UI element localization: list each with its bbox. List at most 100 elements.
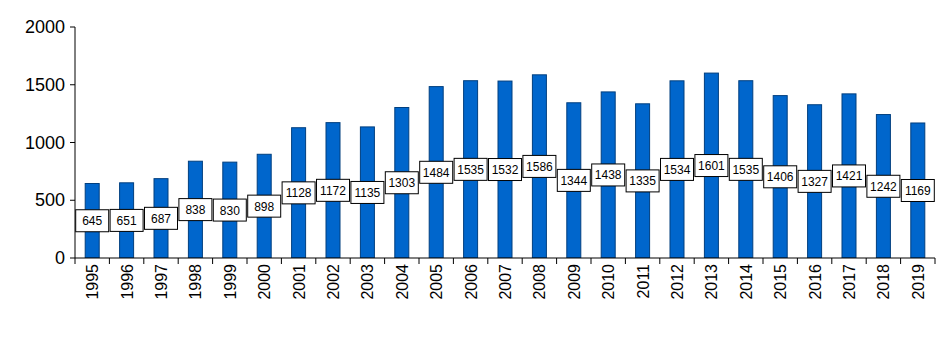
x-tick-label: 2002 xyxy=(325,264,342,300)
x-tick-label: 2014 xyxy=(738,264,755,300)
data-label-box xyxy=(385,172,418,194)
x-tick xyxy=(763,258,764,264)
y-tick xyxy=(70,258,75,259)
y-tick-label: 0 xyxy=(55,248,65,268)
data-label-box xyxy=(523,155,556,177)
y-tick-label: 2000 xyxy=(25,17,65,37)
data-label: 1135 xyxy=(354,186,380,200)
data-label-box xyxy=(179,199,212,221)
data-label-box xyxy=(282,182,315,204)
x-tick-label: 2004 xyxy=(394,264,411,300)
x-axis xyxy=(75,258,935,259)
data-label: 1535 xyxy=(732,163,759,177)
y-tick-label: 500 xyxy=(35,190,65,210)
x-tick xyxy=(143,258,144,264)
x-tick xyxy=(694,258,695,264)
x-tick xyxy=(625,258,626,264)
x-tick xyxy=(831,258,832,264)
data-label-box xyxy=(351,181,384,203)
data-label: 1535 xyxy=(457,163,484,177)
data-label-box xyxy=(764,166,797,188)
x-tick-label: 2015 xyxy=(772,264,789,300)
y-tick-label: 1500 xyxy=(25,75,65,95)
data-label-box xyxy=(798,170,831,192)
y-tick xyxy=(70,142,75,143)
y-tick-label: 1000 xyxy=(25,133,65,153)
data-label: 1532 xyxy=(492,163,519,177)
x-tick-label: 2001 xyxy=(291,264,308,300)
x-tick xyxy=(659,258,660,264)
data-label: 1484 xyxy=(423,166,450,180)
x-tick-label: 2013 xyxy=(703,264,720,300)
x-tick xyxy=(866,258,867,264)
data-label-box xyxy=(729,158,762,180)
x-tick xyxy=(728,258,729,264)
data-label: 1327 xyxy=(801,175,828,189)
chart: 0500100015002000199519961997199819992000… xyxy=(0,0,945,340)
x-tick xyxy=(384,258,385,264)
x-tick-label: 2011 xyxy=(635,264,652,299)
data-label: 1586 xyxy=(526,160,553,174)
data-label: 1303 xyxy=(388,176,415,190)
x-tick-label: 2008 xyxy=(531,264,548,300)
data-label-box xyxy=(145,207,178,229)
data-label: 651 xyxy=(117,214,137,228)
x-tick-label: 2000 xyxy=(256,264,273,300)
data-label: 838 xyxy=(185,203,205,217)
x-tick xyxy=(522,258,523,264)
data-label: 898 xyxy=(254,200,274,214)
data-label-box xyxy=(901,179,934,201)
x-tick xyxy=(212,258,213,264)
data-label-box xyxy=(248,195,281,217)
data-label: 1421 xyxy=(836,169,863,183)
x-tick-label: 2006 xyxy=(463,264,480,300)
x-tick-label: 1999 xyxy=(222,264,239,300)
x-tick xyxy=(178,258,179,264)
x-tick xyxy=(247,258,248,264)
x-tick-label: 2005 xyxy=(428,264,445,300)
data-label-box xyxy=(489,159,522,181)
data-label-box xyxy=(626,170,659,192)
x-tick-label: 1995 xyxy=(84,264,101,300)
data-label: 1128 xyxy=(286,186,312,200)
data-label: 1534 xyxy=(664,163,691,177)
data-label-box xyxy=(454,158,487,180)
x-tick xyxy=(453,258,454,264)
x-tick-label: 2016 xyxy=(807,264,824,300)
data-label: 687 xyxy=(151,212,171,226)
x-tick-label: 2007 xyxy=(497,264,514,300)
x-tick xyxy=(797,258,798,264)
x-tick xyxy=(900,258,901,264)
x-tick-label: 2018 xyxy=(875,264,892,300)
x-tick-label: 2017 xyxy=(841,264,858,300)
x-tick-label: 2010 xyxy=(600,264,617,300)
data-label-box xyxy=(110,209,143,231)
data-label-box xyxy=(695,155,728,177)
data-label: 1406 xyxy=(767,170,794,184)
data-label: 1438 xyxy=(595,168,622,182)
x-tick xyxy=(281,258,282,264)
y-tick xyxy=(70,84,75,85)
bars xyxy=(85,73,925,258)
x-tick xyxy=(487,258,488,264)
x-tick xyxy=(419,258,420,264)
x-tick xyxy=(315,258,316,264)
data-label: 1172 xyxy=(320,184,346,198)
x-tick xyxy=(350,258,351,264)
data-label-box xyxy=(867,175,900,197)
x-tick-label: 2019 xyxy=(910,264,927,300)
data-label-box xyxy=(557,169,590,191)
x-tick-label: 1997 xyxy=(153,264,170,300)
data-label-box xyxy=(213,199,246,221)
data-label: 1335 xyxy=(629,174,656,188)
x-tick xyxy=(591,258,592,264)
data-label-box xyxy=(833,165,866,187)
data-label: 1601 xyxy=(698,159,725,173)
x-tick-label: 2003 xyxy=(359,264,376,300)
x-tick-label: 2012 xyxy=(669,264,686,300)
data-label: 645 xyxy=(82,214,102,228)
x-tick-label: 1998 xyxy=(187,264,204,300)
data-label: 1344 xyxy=(560,174,587,188)
data-label-box xyxy=(661,158,694,180)
x-tick-label: 2009 xyxy=(566,264,583,300)
